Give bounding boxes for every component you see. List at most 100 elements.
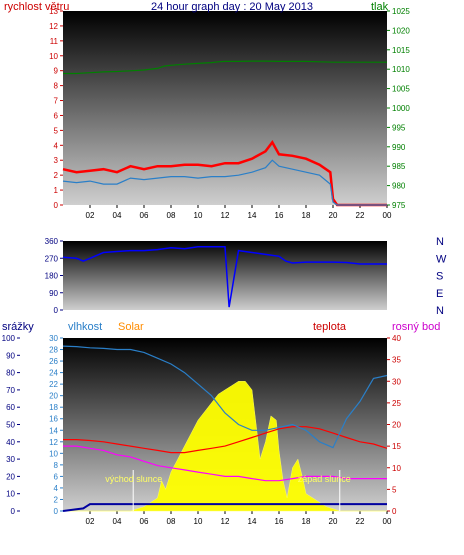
humidity-line <box>62 345 388 449</box>
temperature-label: teplota <box>313 321 347 333</box>
humidity-tick-label: 30 <box>49 334 58 343</box>
humidity-tick-label: 12 <box>49 438 58 447</box>
x-tick-label: 02 <box>86 211 95 220</box>
pressure-axis: 975 980 985 990 995 1000 1005 1010 1015 1020 1025 <box>387 7 410 210</box>
humidity-tick-label: 28 <box>49 346 58 355</box>
dew-point-label: rosný bod <box>392 321 440 333</box>
temperature-tick-label: 5 <box>392 485 397 494</box>
humidity-tick-label: 6 <box>54 472 59 481</box>
pressure-line <box>63 60 387 75</box>
x-tick-label: 18 <box>302 211 311 220</box>
rain-tick-label: 50 <box>6 421 15 430</box>
wind-speed-tick-label: 5 <box>54 126 59 135</box>
humidity-tick-label: 14 <box>49 426 58 435</box>
temperature-axis: 0 5 10 15 20 25 30 35 40 <box>387 334 401 516</box>
temperature-tick-label: 20 <box>392 421 401 430</box>
humidity-tick-label: 26 <box>49 357 58 366</box>
compass-label: N <box>436 236 444 248</box>
pressure-tick-label: 990 <box>392 143 406 152</box>
rain-tick-label: 40 <box>6 438 15 447</box>
direction-tick-label: 90 <box>49 289 58 298</box>
solar-label: Solar <box>118 321 144 333</box>
panel-climate-series <box>62 345 388 512</box>
wind-speed-tick-label: 8 <box>54 82 59 91</box>
rain-axis: 0 10 20 30 40 50 60 70 80 90 100 <box>2 334 20 516</box>
pressure-tick-label: 1025 <box>392 7 410 16</box>
direction-tick-label: 360 <box>45 237 59 246</box>
pressure-tick-label: 975 <box>392 201 406 210</box>
temperature-tick-label: 30 <box>392 377 401 386</box>
x-tick-label: 20 <box>329 517 338 526</box>
panel-wind-series <box>62 60 387 207</box>
x-tick-label: 08 <box>167 517 176 526</box>
x-tick-label: 02 <box>86 517 95 526</box>
rain-tick-label: 60 <box>6 403 15 412</box>
humidity-tick-label: 16 <box>49 415 58 424</box>
rain-label: srážky <box>2 321 34 333</box>
humidity-tick-label: 10 <box>49 449 58 458</box>
wind-gust-line <box>62 140 387 207</box>
panel-wind-plot <box>63 11 387 205</box>
temperature-tick-label: 0 <box>392 507 397 516</box>
humidity-tick-label: 22 <box>49 380 58 389</box>
x-tick-label: 22 <box>356 517 365 526</box>
x-tick-label: 10 <box>194 517 203 526</box>
x-tick-label: 06 <box>140 517 149 526</box>
rain-tick-label: 90 <box>6 351 15 360</box>
pressure-tick-label: 995 <box>392 123 406 132</box>
wind-speed-tick-label: 9 <box>54 67 59 76</box>
x-tick-label: 00 <box>383 517 392 526</box>
wind-speed-tick-label: 0 <box>54 201 59 210</box>
humidity-tick-label: 8 <box>54 461 59 470</box>
wind-speed-tick-label: 13 <box>49 7 58 16</box>
sunrise-annotation: východ slunce <box>105 474 162 484</box>
panel-climate-x-axis: 02 04 06 08 10 12 14 16 18 20 22 00 <box>86 511 392 526</box>
panel-direction-series <box>62 246 387 308</box>
wind-avg-line <box>62 159 387 206</box>
humidity-label: vlhkost <box>68 321 102 333</box>
panel-wind-x-axis: 02 04 06 08 10 12 14 16 18 20 22 00 <box>86 205 392 220</box>
x-tick-label: 16 <box>275 517 284 526</box>
pressure-tick-label: 1010 <box>392 65 410 74</box>
wind-speed-tick-label: 6 <box>54 111 59 120</box>
pressure-tick-label: 1020 <box>392 26 410 35</box>
temperature-tick-label: 25 <box>392 399 401 408</box>
rain-tick-label: 80 <box>6 369 15 378</box>
wind-direction-line <box>62 246 387 308</box>
wind-speed-tick-label: 10 <box>49 52 58 61</box>
rain-tick-label: 70 <box>6 386 15 395</box>
x-tick-label: 22 <box>356 211 365 220</box>
wind-speed-tick-label: 1 <box>54 186 59 195</box>
humidity-tick-label: 18 <box>49 403 58 412</box>
direction-tick-label: 270 <box>45 254 59 263</box>
humidity-tick-label: 24 <box>49 369 58 378</box>
x-tick-label: 18 <box>302 517 311 526</box>
x-tick-label: 16 <box>275 211 284 220</box>
rain-tick-label: 10 <box>6 490 15 499</box>
humidity-tick-label: 4 <box>54 484 59 493</box>
compass-label: E <box>436 288 443 300</box>
rain-tick-label: 0 <box>11 507 16 516</box>
temperature-tick-label: 10 <box>392 464 401 473</box>
direction-tick-label: 180 <box>45 272 59 281</box>
compass-label: W <box>436 253 447 265</box>
x-tick-label: 12 <box>221 211 230 220</box>
x-tick-label: 04 <box>113 211 122 220</box>
wind-speed-tick-label: 11 <box>50 37 59 46</box>
compass-label: S <box>436 271 443 283</box>
x-tick-label: 10 <box>194 211 203 220</box>
pressure-tick-label: 980 <box>392 182 406 191</box>
x-tick-label: 06 <box>140 211 149 220</box>
x-tick-label: 14 <box>248 211 257 220</box>
wind-speed-tick-label: 3 <box>54 156 59 165</box>
compass-label: N <box>436 305 444 317</box>
x-tick-label: 14 <box>248 517 257 526</box>
wind-speed-tick-label: 4 <box>54 141 59 150</box>
pressure-label: tlak <box>371 1 389 13</box>
x-tick-label: 04 <box>113 517 122 526</box>
rain-tick-label: 20 <box>6 472 15 481</box>
x-tick-label: 00 <box>383 211 392 220</box>
